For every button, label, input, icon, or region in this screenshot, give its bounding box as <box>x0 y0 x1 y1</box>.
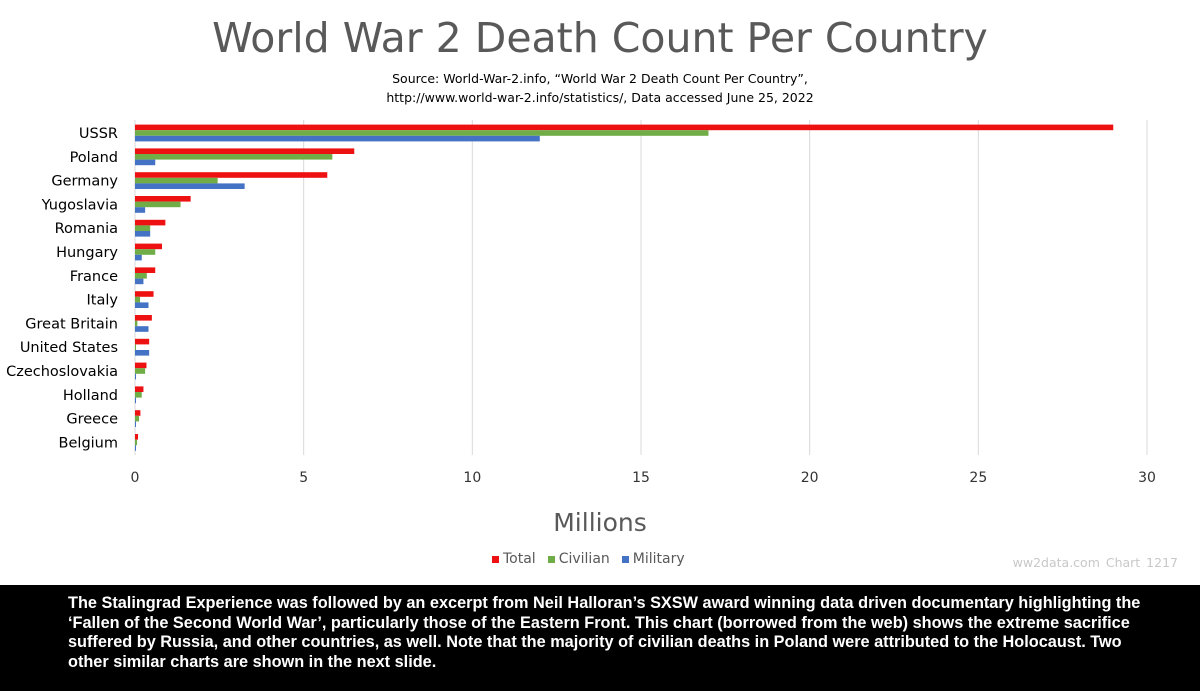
chart-area: World War 2 Death Count Per Country Sour… <box>6 14 1178 570</box>
bar-military <box>135 302 149 308</box>
bar-total <box>135 267 156 273</box>
category-label: Great Britain <box>25 316 118 332</box>
bar-military <box>135 421 137 427</box>
bar-total <box>135 243 162 250</box>
chart-title: World War 2 Death Count Per Country <box>212 14 988 62</box>
category-label: United States <box>20 340 118 356</box>
bar-total <box>135 434 139 440</box>
bar-total <box>135 362 147 369</box>
x-tick-label: 15 <box>632 470 650 486</box>
bar-military <box>135 326 149 332</box>
legend-item-military: Military <box>621 551 685 567</box>
category-label: Czechoslovakia <box>6 364 118 380</box>
bar-total <box>135 219 166 226</box>
caption-box: The Stalingrad Experience was followed b… <box>0 585 1200 691</box>
chart-subtitle-line-1: Source: World-War-2.info, “World War 2 D… <box>392 71 808 86</box>
bar-total <box>135 172 328 178</box>
bar-chart: 0 5 10 15 20 25 30 USSR Poland Germany Yugoslavia R… <box>6 120 1156 486</box>
category-label: Romania <box>55 221 118 237</box>
bar-civilian <box>135 249 156 255</box>
legend-item-total: Total <box>492 551 536 567</box>
bar-total <box>135 315 152 321</box>
category-label: Yugoslavia <box>41 197 118 213</box>
bar-total <box>135 196 191 202</box>
x-tick-label: 0 <box>131 470 140 486</box>
legend-swatch-military <box>621 555 629 563</box>
bar-military <box>135 207 146 213</box>
bar-civilian <box>135 344 136 350</box>
x-tick-label: 30 <box>1138 470 1156 486</box>
bar-civilian <box>135 130 709 136</box>
legend-swatch-total <box>492 555 499 563</box>
category-label: Holland <box>63 388 118 404</box>
bar-civilian <box>135 177 218 184</box>
category-label: Hungary <box>56 245 118 261</box>
bar-civilian <box>135 225 151 231</box>
category-label: Greece <box>66 412 118 428</box>
x-axis-label: Millions <box>553 508 647 537</box>
category-label: France <box>70 269 118 285</box>
bar-military <box>135 397 137 404</box>
category-label: Germany <box>51 174 118 190</box>
legend: Total Civilian Military <box>492 551 685 567</box>
caption-text: The Stalingrad Experience was followed b… <box>68 594 1141 671</box>
bar-military <box>135 350 150 356</box>
legend-label-civilian: Civilian <box>558 551 610 567</box>
x-tick-label: 10 <box>463 470 481 486</box>
category-label: USSR <box>79 126 118 142</box>
bar-total <box>135 291 154 297</box>
legend-label-total: Total <box>503 551 536 567</box>
bar-military <box>135 278 144 285</box>
legend-label-military: Military <box>632 551 685 567</box>
bar-military <box>135 183 245 189</box>
bar-military <box>135 231 151 237</box>
bar-civilian <box>135 368 146 374</box>
x-tick-label: 5 <box>299 470 308 486</box>
category-label: Belgium <box>59 435 118 451</box>
bar-civilian <box>135 273 147 279</box>
bar-civilian <box>135 392 142 398</box>
bar-military <box>135 445 137 451</box>
category-label: Poland <box>70 150 118 166</box>
bar-civilian <box>135 201 181 208</box>
x-tick-label: 25 <box>969 470 987 486</box>
bar-total <box>135 148 355 154</box>
bar-total <box>135 124 1114 131</box>
chart-subtitle-line-2: http://www.world-war-2.info/statistics/,… <box>386 90 814 105</box>
bar-military <box>135 254 142 261</box>
bar-military <box>135 373 137 380</box>
bar-total <box>135 410 141 416</box>
x-tick-label: 20 <box>801 470 819 486</box>
bar-total <box>135 338 150 345</box>
bar-civilian <box>135 154 333 160</box>
legend-item-civilian: Civilian <box>547 551 610 567</box>
legend-swatch-civilian <box>547 555 555 563</box>
bar-civilian <box>135 296 141 303</box>
category-label: Italy <box>87 293 119 309</box>
bar-total <box>135 386 144 392</box>
bar-military <box>135 135 540 142</box>
bar-civilian <box>135 439 138 446</box>
bar-military <box>135 159 156 166</box>
watermark: ww2data.com Chart 1217 <box>1012 555 1178 570</box>
bar-civilian <box>135 320 138 327</box>
bar-civilian <box>135 415 140 422</box>
